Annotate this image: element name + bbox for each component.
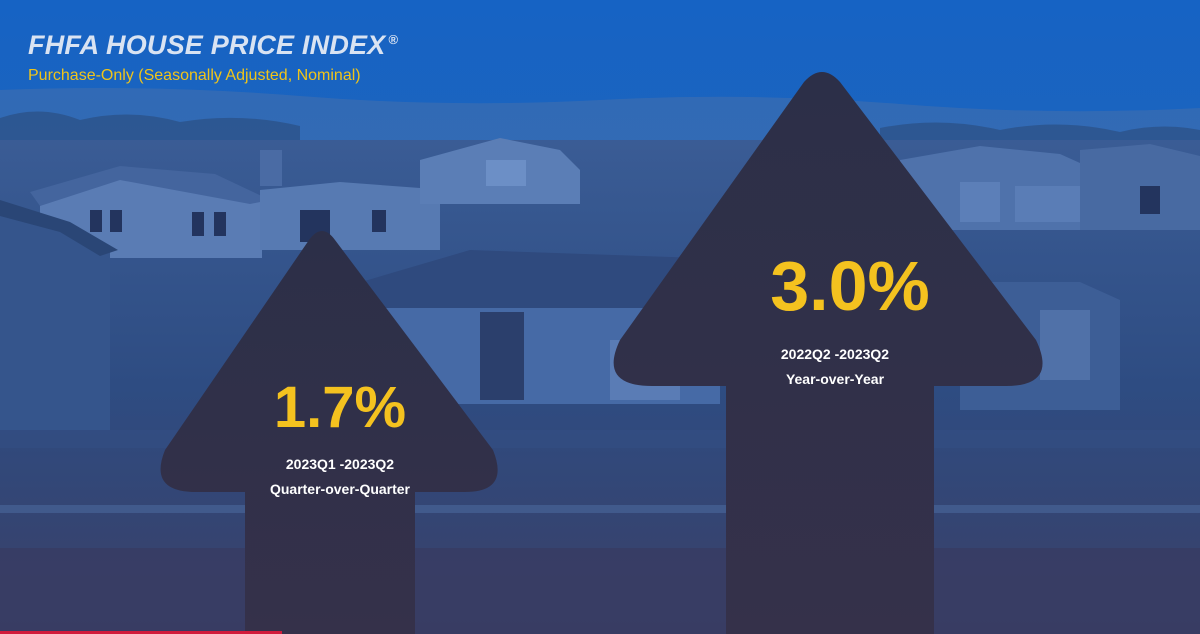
- quarterly-label: Quarter-over-Quarter: [269, 481, 411, 497]
- annual-arrow-icon: [613, 72, 1043, 634]
- registered-mark: ®: [388, 32, 399, 47]
- quarterly-change-value: 1.7%: [273, 375, 407, 440]
- annual-caption: 2022Q2 -2023Q2 Year-over-Year: [710, 342, 960, 392]
- quarterly-arrow-icon: [160, 231, 498, 634]
- page-subtitle: Purchase-Only (Seasonally Adjusted, Nomi…: [28, 67, 361, 84]
- annual-label: Year-over-Year: [785, 371, 885, 387]
- header: FHFA HOUSE PRICE INDEX ® Purchase-Only (S…: [28, 30, 398, 85]
- quarterly-period: 2023Q1 -2023Q2: [285, 456, 395, 472]
- video-progress-bar[interactable]: [0, 631, 282, 634]
- quarterly-caption: 2023Q1 -2023Q2 Quarter-over-Quarter: [215, 452, 465, 502]
- annual-period: 2022Q2 -2023Q2: [780, 346, 890, 362]
- page-title: FHFA HOUSE PRICE INDEX ®: [28, 30, 399, 60]
- annual-change-value: 3.0%: [770, 247, 930, 325]
